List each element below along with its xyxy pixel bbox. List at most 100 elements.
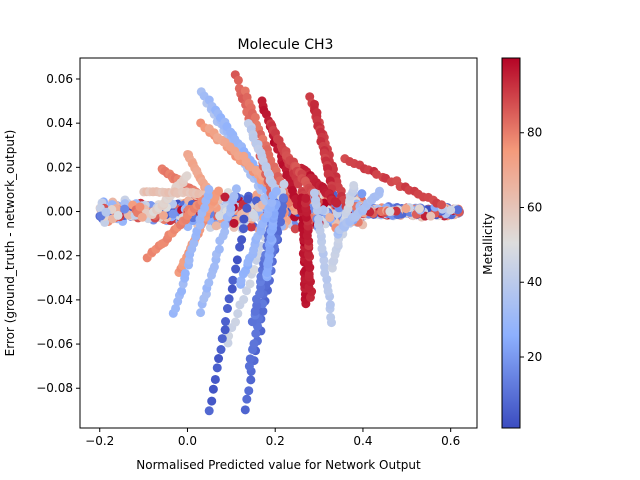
y-tick-label: −0.04 <box>36 293 73 307</box>
y-tick-label: −0.02 <box>36 249 73 263</box>
scatter-point <box>250 112 260 122</box>
scatter-point <box>244 386 254 396</box>
scatter-point <box>208 384 218 394</box>
x-tick-label: 0.0 <box>178 434 197 448</box>
x-tick-label: 0.2 <box>266 434 285 448</box>
scatter-point <box>231 184 241 194</box>
scatter-point <box>426 211 436 221</box>
y-tick-label: 0.02 <box>46 160 73 174</box>
scatter-point <box>237 235 247 245</box>
scatter-point <box>238 224 248 234</box>
scatter-point <box>228 275 238 285</box>
colorbar-axis: 20 40 60 80 <box>520 126 542 364</box>
y-tick-label: −0.08 <box>36 381 73 395</box>
scatter-point <box>385 207 395 217</box>
scatter-point <box>276 209 286 219</box>
scatter-point <box>401 204 411 214</box>
y-axis: 0.06 0.04 0.02 0.00 −0.02 −0.04 −0.06 −0.08 <box>36 72 80 395</box>
scatter-point <box>246 375 256 385</box>
x-tick-label: −0.2 <box>85 434 114 448</box>
y-tick-label: 0.06 <box>46 72 73 86</box>
chart-title: Molecule CH3 <box>238 37 334 53</box>
scatter-point <box>220 325 230 335</box>
scatter-point <box>239 295 249 304</box>
scatter-point <box>243 194 253 204</box>
scatter-point <box>242 394 252 404</box>
scatter-point <box>214 354 224 364</box>
scatter-point <box>304 269 314 279</box>
scatter-point <box>216 345 226 355</box>
scatter-point <box>326 312 336 322</box>
scatter-point <box>220 220 230 230</box>
scatter-point <box>437 200 447 210</box>
scatter-point <box>214 244 224 254</box>
scatter-point <box>210 374 220 384</box>
scatter-point <box>200 203 210 213</box>
scatter-point <box>212 363 222 373</box>
x-axis: −0.2 0.0 0.2 0.4 0.6 <box>85 428 460 448</box>
scatter-point <box>317 244 327 254</box>
scatter-point <box>224 294 234 304</box>
colorbar <box>501 57 521 429</box>
scatter-point <box>319 255 329 265</box>
y-tick-label: −0.06 <box>36 337 73 351</box>
scatter-point <box>332 198 342 208</box>
scatter-point <box>135 202 145 212</box>
scatter-point <box>227 284 237 294</box>
scatter-point <box>453 205 463 215</box>
scatter-point <box>222 304 232 314</box>
scatter-point <box>204 184 214 194</box>
scatter-point <box>446 205 456 215</box>
scatter-point <box>101 207 111 217</box>
scatter-point <box>189 238 199 248</box>
scatter-point <box>303 249 313 259</box>
colorbar-tick-label: 80 <box>527 126 542 140</box>
scatter-point <box>244 361 254 371</box>
scatter-point <box>177 286 187 296</box>
scatter-point <box>240 405 250 415</box>
colorbar-tick-label: 40 <box>527 275 542 289</box>
scatter-point <box>231 264 241 274</box>
scatter-point <box>248 210 258 220</box>
scatter-point <box>171 303 181 313</box>
x-tick-label: 0.4 <box>353 434 372 448</box>
scatter-point <box>271 186 281 196</box>
scatter-point <box>375 186 385 196</box>
y-tick-label: 0.00 <box>46 205 73 219</box>
scatter-point <box>267 198 277 207</box>
scatter-point <box>242 203 252 213</box>
scatter-point <box>233 309 243 319</box>
scatter-point <box>414 204 424 214</box>
scatter-point <box>214 186 224 196</box>
scatter-point <box>278 193 288 203</box>
scatter-point <box>229 191 239 201</box>
scatter-point <box>211 221 221 231</box>
scatter-point <box>320 262 330 272</box>
scatter-point <box>120 204 130 214</box>
scatter-point <box>249 265 259 275</box>
scatter-point <box>209 262 219 272</box>
scatter-point <box>168 209 178 219</box>
scatter-point <box>246 222 256 232</box>
scatter-point <box>357 189 367 199</box>
scatter-point <box>320 268 330 278</box>
y-tick-label: 0.04 <box>46 116 73 130</box>
scatter-point <box>251 329 261 339</box>
scatter-point <box>309 188 319 198</box>
scatter-point <box>239 214 249 224</box>
scatter-point <box>266 233 276 243</box>
scatter-point <box>242 286 252 296</box>
scatter-point <box>279 179 289 189</box>
scatter-point <box>113 210 123 220</box>
scatter-point <box>322 281 332 291</box>
scatter-point <box>159 210 169 220</box>
scatter-point <box>182 171 192 181</box>
x-axis-label: Normalised Predicted value for Network O… <box>136 458 421 472</box>
y-axis-label: Error (ground_truth - network_output) <box>3 130 17 357</box>
scatter-point <box>325 300 335 310</box>
scatter-point <box>229 218 239 228</box>
scatter-point <box>232 255 242 265</box>
scatter-point <box>252 301 262 311</box>
scatter-point <box>220 227 230 237</box>
